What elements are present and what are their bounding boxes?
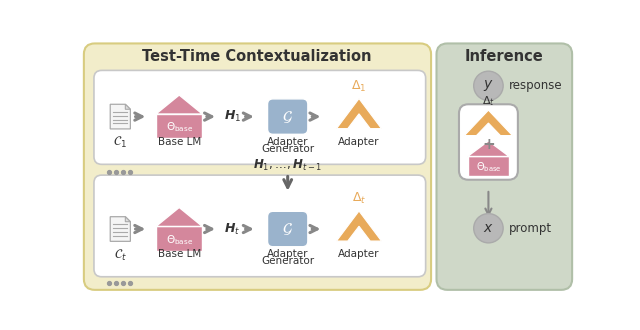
Text: Adapter: Adapter [267, 137, 308, 147]
Polygon shape [125, 104, 131, 109]
Polygon shape [337, 99, 381, 129]
Polygon shape [156, 95, 202, 114]
Polygon shape [110, 217, 131, 241]
Text: $\Theta_\mathrm{base}$: $\Theta_\mathrm{base}$ [166, 233, 193, 247]
Text: prompt: prompt [509, 222, 552, 235]
Text: Adapter: Adapter [339, 137, 380, 147]
Polygon shape [156, 208, 202, 226]
Polygon shape [467, 141, 509, 156]
Text: Base LM: Base LM [157, 249, 201, 259]
FancyBboxPatch shape [436, 44, 572, 290]
Text: $\mathcal{C}_1$: $\mathcal{C}_1$ [113, 135, 127, 150]
Text: $x$: $x$ [483, 221, 494, 235]
Text: +: + [482, 137, 495, 152]
FancyBboxPatch shape [94, 175, 426, 277]
Text: $\mathcal{G}$: $\mathcal{G}$ [282, 221, 293, 237]
Text: $\boldsymbol{H}_1$: $\boldsymbol{H}_1$ [224, 109, 241, 124]
Text: Generator: Generator [261, 144, 314, 153]
FancyBboxPatch shape [268, 99, 308, 134]
Text: Generator: Generator [261, 256, 314, 266]
Text: $\mathcal{G}$: $\mathcal{G}$ [282, 109, 293, 125]
Text: $\Delta_t$: $\Delta_t$ [352, 191, 366, 206]
Polygon shape [110, 104, 131, 129]
Polygon shape [467, 156, 509, 176]
FancyBboxPatch shape [268, 211, 308, 247]
Circle shape [474, 71, 503, 100]
Polygon shape [156, 226, 202, 250]
Text: response: response [509, 79, 563, 92]
Text: Inference: Inference [465, 49, 543, 64]
FancyBboxPatch shape [84, 44, 431, 290]
Text: $\boldsymbol{H}_t$: $\boldsymbol{H}_t$ [224, 221, 241, 237]
FancyBboxPatch shape [459, 104, 518, 180]
Text: $\Delta_t$: $\Delta_t$ [482, 94, 495, 108]
Circle shape [474, 214, 503, 243]
Polygon shape [337, 211, 381, 241]
Text: Test-Time Contextualization: Test-Time Contextualization [142, 49, 371, 64]
Text: $\boldsymbol{H}_1, \ldots, \boldsymbol{H}_{t-1}$: $\boldsymbol{H}_1, \ldots, \boldsymbol{H… [253, 158, 323, 173]
Text: $\Delta_1$: $\Delta_1$ [351, 79, 367, 93]
Polygon shape [156, 114, 202, 138]
Text: $y$: $y$ [483, 78, 494, 93]
Text: Base LM: Base LM [157, 137, 201, 147]
Text: $\Theta_\mathrm{base}$: $\Theta_\mathrm{base}$ [166, 120, 193, 134]
Polygon shape [125, 217, 131, 222]
FancyBboxPatch shape [94, 70, 426, 164]
Polygon shape [465, 110, 513, 136]
Text: Adapter: Adapter [267, 249, 308, 259]
Text: Adapter: Adapter [339, 249, 380, 259]
Text: $\Theta_\mathrm{base}$: $\Theta_\mathrm{base}$ [476, 160, 501, 174]
Text: $\mathcal{C}_t$: $\mathcal{C}_t$ [114, 248, 127, 263]
